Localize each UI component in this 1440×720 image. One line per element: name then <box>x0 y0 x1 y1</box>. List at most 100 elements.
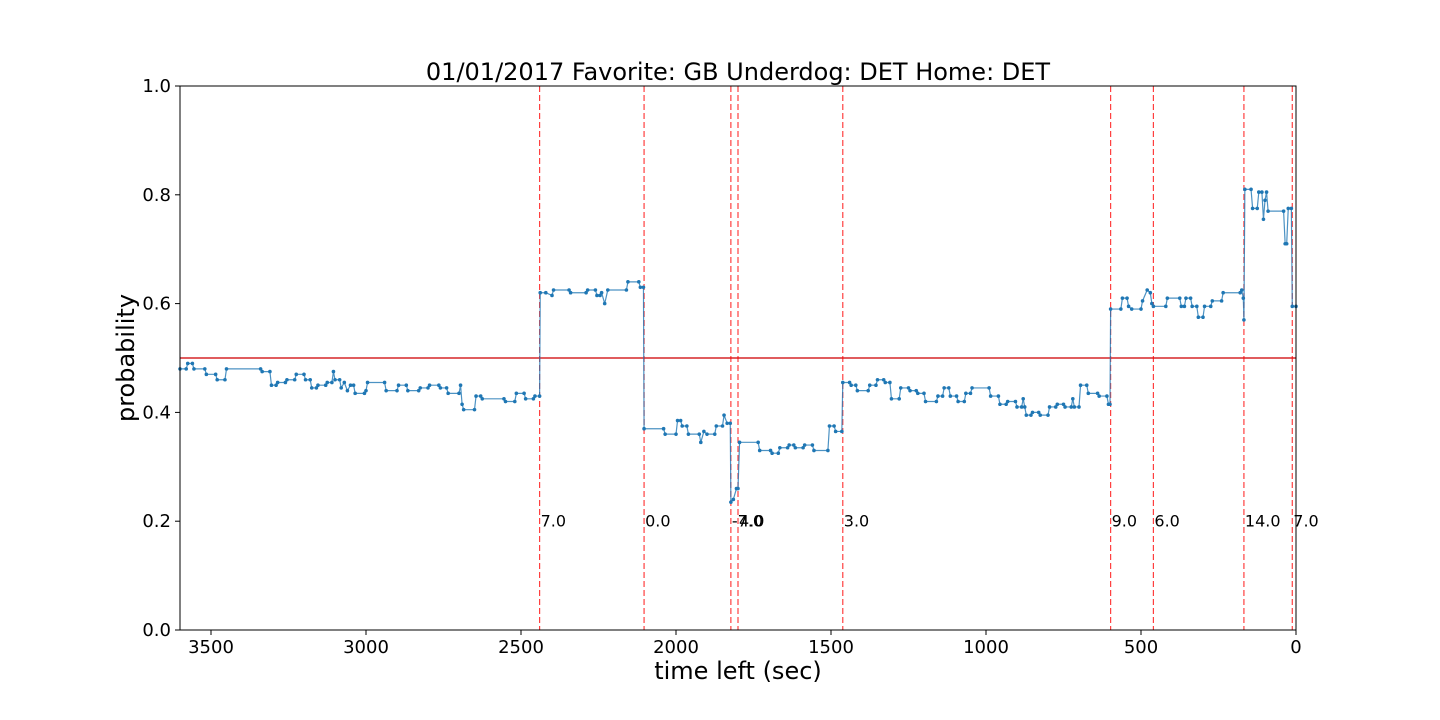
data-point <box>1242 318 1246 322</box>
data-point <box>537 394 542 398</box>
data-point <box>947 386 951 390</box>
data-point <box>1249 187 1253 192</box>
data-point <box>184 367 188 371</box>
data-point <box>714 424 719 428</box>
data-point <box>1182 304 1187 309</box>
y-axis: 0.0 0.2 0.4 0.6 0.8 1.0 <box>142 76 180 641</box>
data-point <box>522 391 526 396</box>
data-point <box>602 301 607 306</box>
data-point <box>1202 304 1207 309</box>
data-point <box>962 399 967 404</box>
data-point <box>626 280 630 284</box>
data-point <box>1071 397 1075 401</box>
data-point <box>898 386 903 390</box>
data-point <box>1179 304 1184 309</box>
data-point <box>585 288 590 292</box>
data-point <box>736 486 740 491</box>
data-point <box>954 394 959 398</box>
data-point <box>1260 190 1264 194</box>
data-point <box>916 391 920 396</box>
data-point <box>697 432 702 436</box>
data-point <box>302 372 306 377</box>
data-point <box>446 391 450 396</box>
data-point <box>1281 209 1286 213</box>
data-point <box>1120 296 1125 300</box>
data-point <box>461 407 466 412</box>
data-point <box>478 394 483 398</box>
data-point <box>1126 304 1131 309</box>
data-point <box>1119 307 1123 311</box>
data-point <box>1264 190 1269 194</box>
data-point <box>418 386 423 390</box>
data-point <box>923 399 928 404</box>
data-point <box>942 386 946 390</box>
data-point <box>1084 383 1089 388</box>
data-point <box>268 369 272 374</box>
data-point <box>968 391 973 396</box>
data-point <box>1108 307 1113 311</box>
data-point <box>778 445 782 450</box>
data-point <box>725 421 729 426</box>
data-point <box>888 380 892 385</box>
data-point <box>881 377 886 382</box>
data-point <box>729 500 733 504</box>
data-point <box>833 429 838 434</box>
data-point <box>1019 405 1024 409</box>
data-point <box>996 394 1001 398</box>
data-point <box>1177 296 1182 300</box>
data-point <box>1021 397 1025 401</box>
data-point <box>457 391 461 396</box>
data-point <box>1095 391 1100 396</box>
data-point <box>1046 413 1050 417</box>
data-point <box>988 394 993 398</box>
event-label: 9.0 <box>1112 512 1137 531</box>
data-point <box>867 383 872 388</box>
data-point <box>1105 394 1109 398</box>
x-tick-label: 3500 <box>188 637 234 658</box>
data-point <box>840 429 844 434</box>
data-point <box>308 377 313 382</box>
chart-title: 01/01/2017 Favorite: GB Underdog: DET Ho… <box>426 58 1051 86</box>
data-point <box>874 383 878 388</box>
data-point <box>323 383 328 388</box>
data-point <box>638 285 643 290</box>
data-point <box>847 380 852 385</box>
data-point <box>1038 413 1043 417</box>
data-point <box>812 448 816 453</box>
data-point <box>1148 290 1153 295</box>
data-point <box>190 361 195 366</box>
data-point <box>936 394 940 398</box>
data-point <box>699 440 703 445</box>
data-point <box>1013 399 1018 404</box>
data-point <box>737 440 742 445</box>
event-lines: 7.0 0.0 -7.04.0 3.0 9.0 6.0 14.0 7.0 <box>538 86 1319 630</box>
event-label: 6.0 <box>1154 512 1179 531</box>
x-axis: 3500 3000 2500 2000 1500 1000 500 0 <box>188 630 1302 658</box>
data-point <box>584 290 588 295</box>
data-point <box>728 421 733 426</box>
data-point <box>1030 410 1035 415</box>
data-point <box>472 407 477 412</box>
data-point <box>567 288 571 292</box>
data-point <box>855 388 860 393</box>
event-label: 14.0 <box>1245 512 1281 531</box>
data-point <box>1047 405 1052 409</box>
data-point <box>294 372 299 377</box>
data-point <box>606 288 610 292</box>
plot-frame <box>179 85 1297 631</box>
data-point <box>1108 402 1112 407</box>
data-point <box>204 372 209 377</box>
data-point <box>1029 413 1033 417</box>
data-point <box>970 386 974 390</box>
data-point <box>538 290 543 295</box>
data-point <box>568 290 573 295</box>
data-point <box>1140 299 1145 303</box>
data-point <box>889 397 894 401</box>
data-point <box>770 451 774 456</box>
data-point <box>686 432 691 436</box>
data-point <box>883 380 888 385</box>
data-point <box>192 367 196 371</box>
data-point <box>1151 304 1156 309</box>
data-point <box>787 443 791 447</box>
data-point <box>502 397 506 401</box>
